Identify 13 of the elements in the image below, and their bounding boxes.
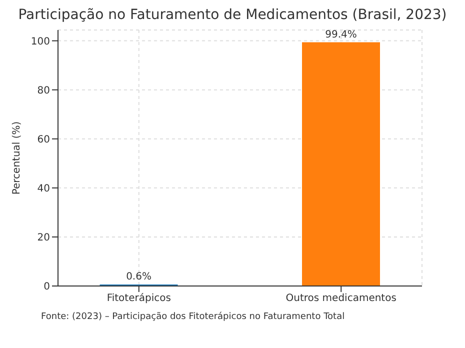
data-label: 99.4% <box>325 29 357 40</box>
x-tick-label: Fitoterápicos <box>106 293 171 304</box>
y-tick-label: 20 <box>37 232 50 244</box>
y-tick-label: 60 <box>37 134 50 146</box>
chart-title: Participação no Faturamento de Medicamentos (Brasil, 2023) <box>17 6 448 25</box>
y-tick-label: 0 <box>44 282 50 293</box>
y-tick-label: 40 <box>37 183 50 194</box>
source-note: Fonte: (2023) – Participação dos Fitoterápicos no Faturamento Total <box>41 312 346 322</box>
y-tick-label: 80 <box>37 85 50 96</box>
data-label: 0.6% <box>126 272 152 283</box>
y-axis-title: Percentual (%) <box>12 121 23 195</box>
x-tick-label: Outros medicamentos <box>286 293 396 304</box>
y-tick-label: 100 <box>30 36 50 48</box>
